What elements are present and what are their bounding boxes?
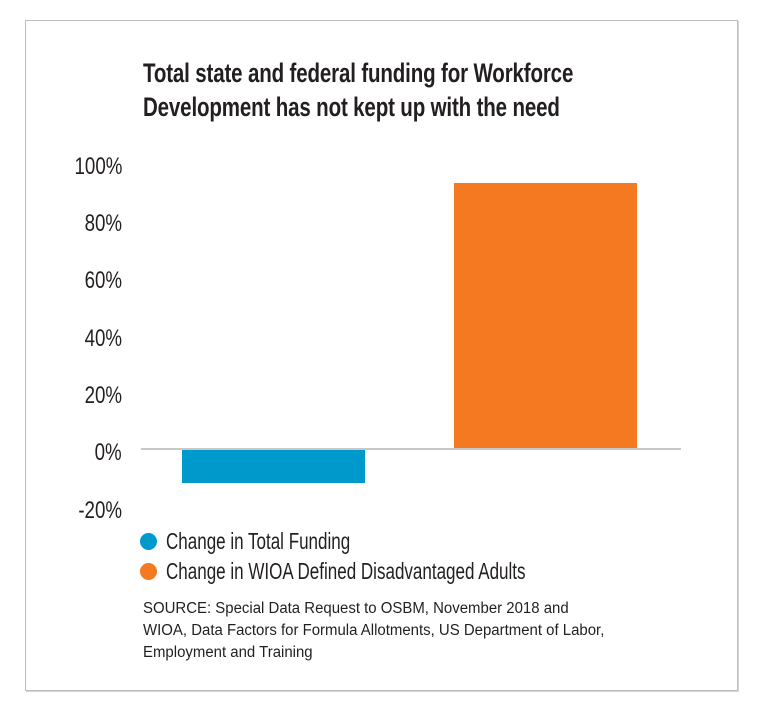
legend-label: Change in WIOA Defined Disadvantaged Adu… xyxy=(166,558,526,584)
zero-axis-line xyxy=(141,448,681,450)
legend: Change in Total Funding Change in WIOA D… xyxy=(140,526,652,586)
bar-change-in-wioa-disadvantaged-adults xyxy=(454,182,637,449)
chart-title-line-1: Total state and federal funding for Work… xyxy=(143,58,574,88)
chart-title: Total state and federal funding for Work… xyxy=(143,56,629,124)
legend-swatch-orange-circle-icon xyxy=(140,562,157,580)
source-line-1: SOURCE: Special Data Request to OSBM, No… xyxy=(143,600,569,617)
chart-title-line-2: Development has not kept up with the nee… xyxy=(143,92,560,122)
legend-item-total-funding: Change in Total Funding xyxy=(140,526,652,556)
source-line-3: Employment and Training xyxy=(143,644,313,661)
chart-frame xyxy=(25,20,738,691)
y-tick-label: 40% xyxy=(84,325,122,352)
y-tick-label: 60% xyxy=(84,267,122,294)
source-note: SOURCE: Special Data Request to OSBM, No… xyxy=(143,598,604,664)
bar-change-in-total-funding xyxy=(182,449,365,484)
legend-item-wioa-adults: Change in WIOA Defined Disadvantaged Adu… xyxy=(140,556,652,586)
y-tick-label: -20% xyxy=(78,497,122,524)
legend-swatch-blue-circle-icon xyxy=(140,532,157,550)
y-tick-label: 0% xyxy=(94,439,122,466)
y-tick-label: 20% xyxy=(84,382,122,409)
y-tick-label: 80% xyxy=(84,210,122,237)
source-line-2: WIOA, Data Factors for Formula Allotment… xyxy=(143,622,605,639)
y-tick-label: 100% xyxy=(74,153,122,180)
legend-label: Change in Total Funding xyxy=(166,528,351,554)
